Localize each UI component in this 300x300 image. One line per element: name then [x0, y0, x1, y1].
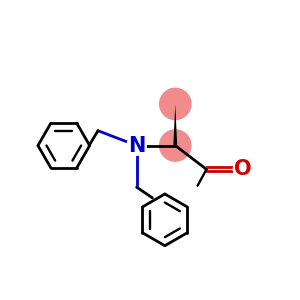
Circle shape	[159, 88, 192, 120]
Text: N: N	[128, 136, 145, 155]
Circle shape	[232, 159, 254, 180]
Polygon shape	[173, 104, 177, 146]
Circle shape	[159, 129, 192, 162]
Text: O: O	[234, 159, 252, 179]
Circle shape	[126, 135, 147, 156]
